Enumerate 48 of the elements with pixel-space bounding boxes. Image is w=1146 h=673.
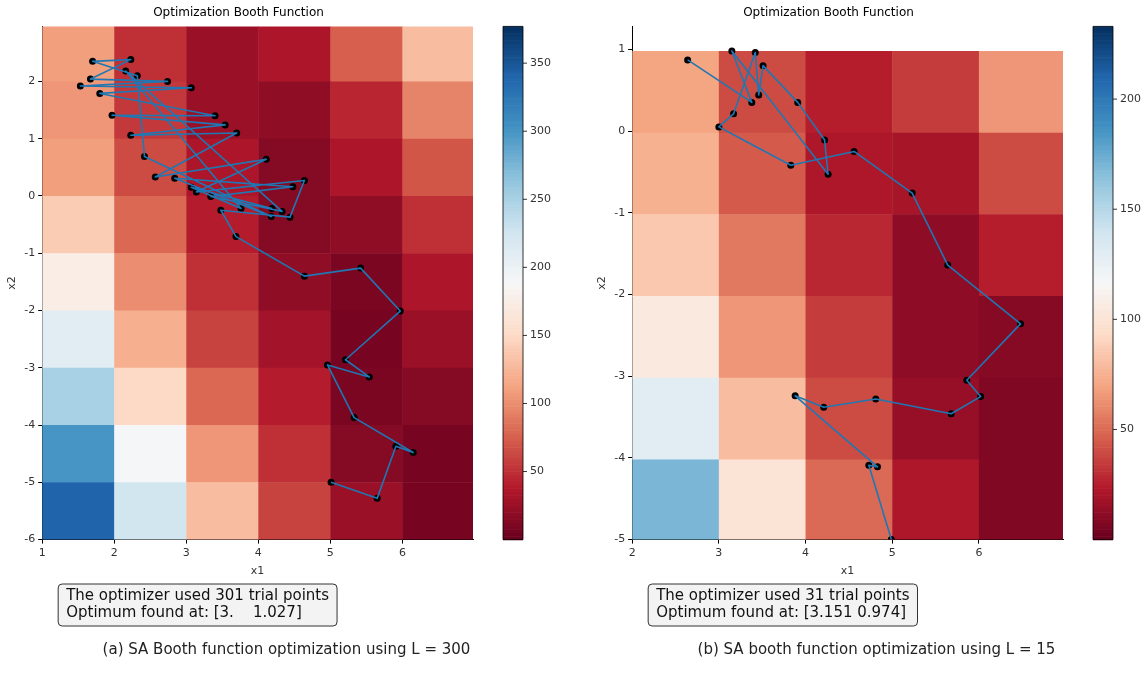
y-tick-label: -3 <box>614 369 626 383</box>
text: (a) SA Booth function optimization using L = 300 <box>101 640 472 658</box>
y-tick-label: -2 <box>614 287 626 301</box>
x-tick-label: 1 <box>38 546 46 560</box>
x-axis-title: x1 <box>840 564 855 578</box>
color-bar-label: 350 <box>530 56 551 70</box>
x-tick-label: 5 <box>888 546 896 560</box>
x-tick-label: 6 <box>975 546 983 560</box>
y-tick-label: 1 <box>28 131 36 145</box>
text: The optimizer used 31 trial points Optimum found at: [3.151 0.974] <box>655 586 910 622</box>
y-tick-label: 0 <box>28 188 36 202</box>
color-bar-label: 200 <box>1120 91 1141 105</box>
x-tick-label: 2 <box>110 546 118 560</box>
color-bar-label: 50 <box>1120 422 1134 436</box>
x-tick-label: 6 <box>398 546 406 560</box>
chart-title: Optimization Booth Function <box>743 5 914 20</box>
y-tick-label: -4 <box>24 417 36 431</box>
y-tick-label: -5 <box>614 532 626 546</box>
y-tick-label: -6 <box>24 532 36 546</box>
color-bar-label: 300 <box>530 124 551 138</box>
chart-title: Optimization Booth Function <box>153 5 324 20</box>
y-tick-label: -2 <box>24 303 36 317</box>
y-tick-label: -4 <box>614 450 626 464</box>
text: (b) SA booth function optimization using L = 15 <box>696 640 1057 658</box>
x-tick-label: 4 <box>254 546 262 560</box>
color-bar-label: 150 <box>530 328 551 342</box>
x-tick-label: 2 <box>628 546 636 560</box>
x-tick-label: 5 <box>326 546 334 560</box>
color-bar-label: 150 <box>1120 202 1141 216</box>
y-axis-title: x2 <box>595 276 609 290</box>
y-tick-label: -3 <box>24 360 36 374</box>
y-tick-label: -1 <box>614 205 626 219</box>
x-axis-title: x1 <box>250 564 265 578</box>
y-tick-label: 0 <box>618 123 626 137</box>
y-tick-label: -5 <box>24 475 36 489</box>
color-bar-label: 50 <box>530 464 544 478</box>
y-tick-label: 1 <box>618 42 626 56</box>
text: The optimizer used 301 trial points Optimum found at: [3. 1.027] <box>65 586 330 622</box>
color-bar-label: 250 <box>530 192 551 206</box>
y-tick-label: -1 <box>24 246 36 260</box>
color-bar-label: 100 <box>530 396 551 410</box>
x-tick-label: 3 <box>715 546 723 560</box>
x-tick-label: 4 <box>802 546 810 560</box>
color-bar-label: 100 <box>1120 312 1141 326</box>
y-tick-label: 2 <box>28 74 36 88</box>
color-bar-label: 200 <box>530 260 551 274</box>
x-tick-label: 3 <box>182 546 190 560</box>
y-axis-title: x2 <box>5 276 19 290</box>
